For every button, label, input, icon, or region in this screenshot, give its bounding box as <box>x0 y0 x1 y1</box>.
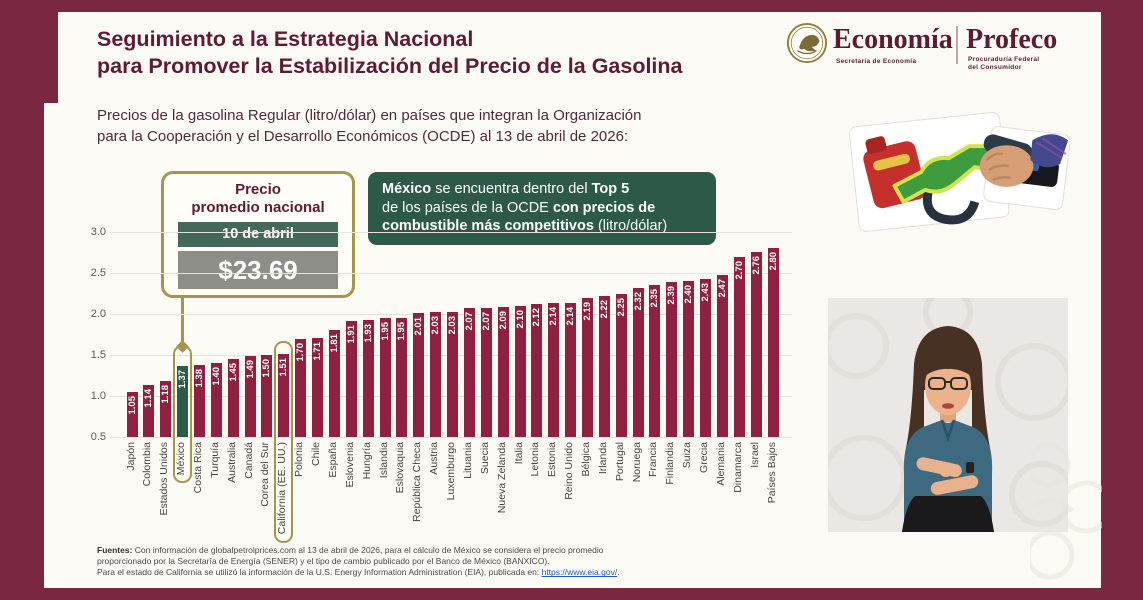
top5-line: de los países de la OCDE con precios de <box>382 199 656 216</box>
footnote-line3: Para el estado de California se utilizó … <box>97 567 620 578</box>
chart-subtitle-line2: para la Cooperación y el Desarrollo Econ… <box>97 128 629 145</box>
sources-footnote: Fuentes: Con información de globalpetrol… <box>97 545 620 579</box>
profeco-logo: Profeco <box>966 24 1058 55</box>
callout-date-badge: 10 de abril <box>178 222 338 247</box>
gas-pump-nozzle-photo <box>849 111 1071 232</box>
profeco-logo-subtitle: Procuraduría Federal del Consumidor <box>968 56 1039 72</box>
eia-link[interactable]: https://www.eia.gov/ <box>541 567 618 578</box>
chart-subtitle: Precios de la gasolina Regular (litro/dó… <box>97 105 641 147</box>
footnote-label: Fuentes: <box>97 545 133 555</box>
page-title: Seguimiento a la Estrategia Nacional par… <box>97 26 683 80</box>
top5-line: México se encuentra dentro del Top 5 <box>382 181 630 197</box>
chart-subtitle-line1: Precios de la gasolina Regular (litro/dó… <box>97 107 642 124</box>
page-title-line2: para Promover la Estabilización del Prec… <box>97 54 683 78</box>
footnote-line3-end: . <box>617 567 620 578</box>
callout-connector-line <box>181 298 184 346</box>
callout-title-line2: promedio nacional <box>191 199 325 216</box>
callout-title: Precio promedio nacional <box>164 181 352 217</box>
top5-message-box: México se encuentra dentro del Top 5 de l… <box>368 172 716 245</box>
footnote-line1-text: Con información de globalpetrolprices.co… <box>132 545 604 555</box>
top5-text: México se encuentra dentro del Top 5 de l… <box>382 180 702 236</box>
ornament-watermark <box>1030 442 1102 580</box>
callout-title-line1: Precio <box>235 181 281 198</box>
page-title-line1: Seguimiento a la Estrategia Nacional <box>97 27 474 51</box>
callout-price-value: $23.69 <box>178 251 338 289</box>
footnote-line2: proporcionado por la Secretaría de Energ… <box>97 556 550 567</box>
national-average-callout: Precio promedio nacional 10 de abril $23… <box>161 171 355 298</box>
footnote-line1: Fuentes: Con información de globalpetrol… <box>97 545 620 556</box>
frame-step-decoration <box>44 12 58 103</box>
economia-logo-subtitle: Secretaría de Economía <box>836 58 917 65</box>
profeco-sub-line2: del Consumidor <box>968 64 1022 71</box>
logo-divider <box>956 26 958 64</box>
footnote-line3-text: Para el estado de California se utilizó … <box>97 567 542 578</box>
profeco-sub-line1: Procuraduría Federal <box>968 56 1040 63</box>
top5-line: combustible más competitivos (litro/dóla… <box>382 218 668 234</box>
mexico-eagle-seal-icon <box>786 22 828 64</box>
sign-language-interpreter <box>828 298 1068 532</box>
economia-logo: Economía <box>833 24 953 55</box>
